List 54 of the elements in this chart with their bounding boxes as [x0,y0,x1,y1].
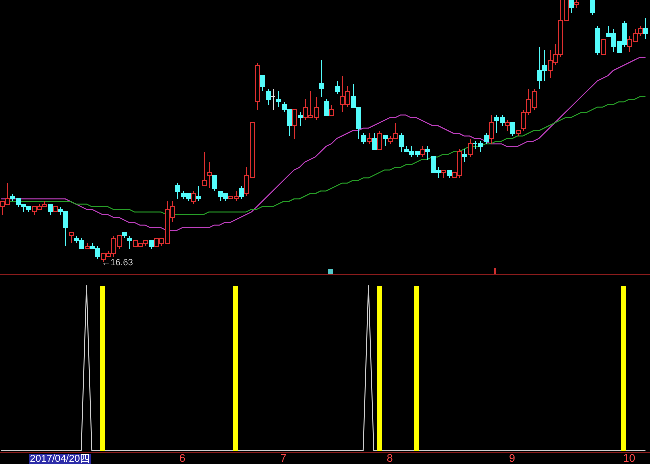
candlestick [462,148,467,163]
candlestick [255,62,260,111]
candlestick [127,235,132,250]
candlestick [425,146,430,160]
candlestick [505,120,510,132]
candlestick [196,186,201,202]
candlestick [643,18,648,40]
candlestick [377,130,382,150]
candlestick [468,138,473,158]
candlestick [276,91,281,108]
annotation: ←16.63 [102,258,134,268]
x-tick-label: 10 [623,453,636,464]
candlestick [266,88,271,106]
x-tick-label: 8 [386,453,394,464]
candlestick [601,38,606,56]
candlestick [367,133,372,145]
candlestick [239,186,244,200]
candlestick [516,130,521,137]
candlestick [335,80,340,95]
candlestick [447,170,452,179]
candlestick [175,182,180,200]
candlestick [420,146,425,158]
candlestick [319,60,324,98]
candlestick [85,243,90,250]
candlestick [212,175,217,192]
candlestick [574,0,579,8]
candlestick [53,206,58,213]
candlestick [271,88,276,111]
x-tick-label: 6 [179,453,186,464]
candlestick [149,240,154,250]
candlestick [207,162,212,190]
candlestick [324,99,329,116]
candlestick [489,114,494,145]
x-tick-label: 9 [509,453,516,464]
candlestick [590,0,595,16]
candlestick [69,232,74,244]
candlestick [484,133,489,145]
candlestick [292,110,297,140]
candlestick [48,204,53,216]
candlestick [202,151,207,187]
candlestick [361,133,366,145]
candlestick [399,133,404,152]
candlestick [298,112,303,126]
candlestick [441,170,446,179]
candlestick [510,122,515,137]
candlestick [595,26,600,56]
candlestick [191,190,196,205]
candlestick [260,75,265,92]
candlestick [383,136,388,148]
x-tick-label: 7 [280,453,287,464]
candlestick [372,133,377,150]
candlestick [122,232,127,239]
candlestick [329,104,334,116]
candlestick [569,0,574,14]
